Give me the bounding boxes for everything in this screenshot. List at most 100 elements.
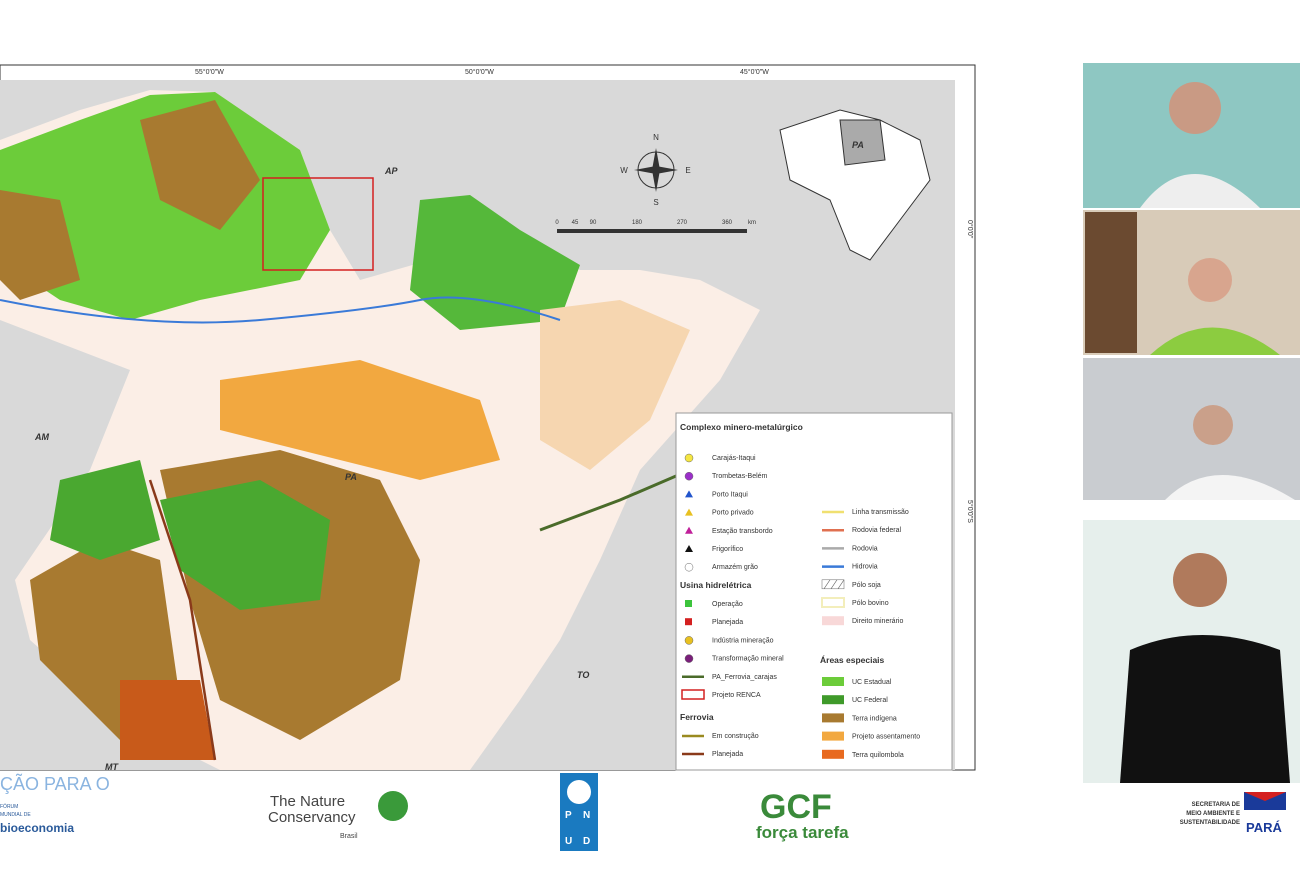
area-green [410,195,580,330]
railway [539,468,691,532]
scale-label: 270 [677,220,688,226]
legend-heading: Ferrovia [680,712,714,722]
legend-symbol [685,508,693,516]
tnc-logo [378,791,408,821]
legend-label: Armazém grão [712,564,758,571]
legend-label: Carajás-Itaqui [712,455,756,462]
legend-symbol [684,471,694,481]
logo-text: Conservancy [268,809,356,826]
scale-label: 90 [590,220,597,226]
legend-title: Complexo minero-metalúrgico [680,422,803,432]
scale-label: 360 [722,220,733,226]
legend-label: Frigorífico [712,546,743,553]
region-label: MT [105,762,119,772]
logo-text: Brasil [340,833,358,840]
legend-label: Trombetas-Belém [712,473,768,480]
logo-text: P [565,810,572,821]
logo-text: SECRETARIA DE [1192,802,1240,808]
legend-label: Rodovia [852,545,878,552]
region-label: AM [34,432,49,442]
legend-symbol [684,562,694,572]
compass-label: E [685,166,690,175]
graticule-label: 55°0'0"W [195,68,224,76]
legend-heading: Usina hidrelétrica [680,580,752,590]
legend-label: Pólo bovino [852,600,889,607]
logo-text: N [583,810,590,821]
legend-symbol [685,526,693,534]
region-label: AP [384,166,398,176]
region-label: PA [345,472,357,482]
logo-text: ÇÃO PARA O [0,773,110,794]
area-orange [220,360,500,480]
legend-label: Indústria mineração [712,637,774,644]
legend-label: Operação [712,601,743,608]
logo-text: U [565,836,572,847]
scale-label: 45 [572,220,579,226]
logo-text: FÓRUM [0,803,18,810]
legend-label: Porto privado [712,510,754,517]
legend-symbol [822,677,844,686]
graticule-label: 45°0'0"W [740,68,769,76]
area-brown [140,100,260,230]
legend-label: Projeto assentamento [852,734,920,741]
logo-text: força tarefa [756,823,849,842]
area-brown [0,190,80,300]
legend-symbol [685,618,692,626]
legend-heading: Áreas especiais [820,655,885,665]
compass-label: N [653,133,659,142]
legend-symbol [685,490,693,498]
compass [634,148,678,192]
logo-text: MEIO AMBIENTE E [1186,811,1240,817]
scale-label: 180 [632,220,643,226]
area-green [0,92,330,320]
logo-text: The Nature [270,793,345,810]
map [0,64,976,771]
legend-label: UC Estadual [852,679,892,686]
legend-symbol [685,600,692,607]
logo-text: PARÁ [1246,820,1282,835]
scale-label: 0 [555,220,559,226]
area-soy [540,300,690,470]
legend-label: Pólo soja [852,582,881,589]
legend-symbol [822,713,844,723]
area-green [50,460,160,560]
inset-label: PA [852,140,864,150]
legend-label: UC Federal [852,697,888,704]
participant [1165,475,1295,500]
legend-symbol [685,545,693,552]
interpreter [1173,553,1227,607]
legend-box [675,412,953,771]
legend-label: Linha transmissão [852,509,909,516]
graticule-label: 5°0'0"S [966,500,974,523]
logo-text: SUSTENTABILIDADE [1180,820,1240,826]
legend-symbol [823,579,845,589]
region-label: TO [577,670,589,680]
legend-symbol [822,731,844,741]
inset-brazil [779,109,931,261]
railway [148,479,217,761]
legend-label: Rodovia federal [852,527,901,534]
legend-symbol [684,453,694,463]
participant [1193,405,1233,445]
inset-pa [839,119,886,166]
river [0,296,561,324]
scale-label: km [748,220,756,226]
legend-label: Estação transbordo [712,528,773,535]
logo-text: D [583,836,590,847]
semas-logo [1244,792,1286,801]
renca-box [262,177,374,271]
participant [1188,258,1232,302]
graticule-label: 50°0'0"W [465,68,494,76]
interpreter [1120,635,1290,783]
legend-symbol [822,695,844,705]
bookshelf [1085,212,1137,353]
legend-symbol [684,636,694,645]
pnud-logo [567,780,591,804]
participant [1169,82,1221,134]
area-quilombola [120,680,215,760]
video-tile [1083,358,1300,500]
participant [1150,327,1280,355]
graticule-label: 0°0'0" [966,220,974,239]
logo-text: MUNDIAL DE [0,812,31,818]
